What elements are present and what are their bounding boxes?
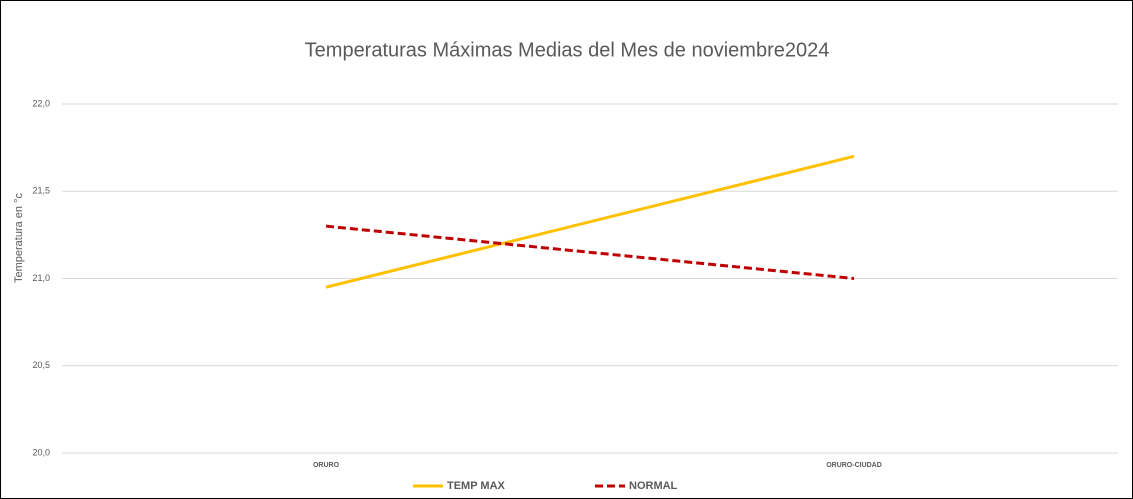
series-line (325, 154, 855, 289)
x-tick-label: ORURO-CIUDAD (826, 462, 882, 469)
y-tick-label: 22,0 (32, 98, 50, 108)
y-tick-label: 21,0 (32, 273, 50, 283)
series-line (325, 224, 855, 280)
y-tick-label: 20,5 (32, 360, 50, 370)
chart-title: Temperaturas Máximas Medias del Mes de n… (305, 39, 830, 61)
y-tick-label: 21,5 (32, 186, 50, 196)
x-tick-label: ORURO (313, 462, 340, 469)
y-axis-label: Temperatura en °c (13, 193, 25, 283)
legend-label: NORMAL (629, 480, 678, 492)
y-tick-label: 20,0 (32, 447, 50, 457)
legend-label: TEMP MAX (447, 480, 506, 492)
